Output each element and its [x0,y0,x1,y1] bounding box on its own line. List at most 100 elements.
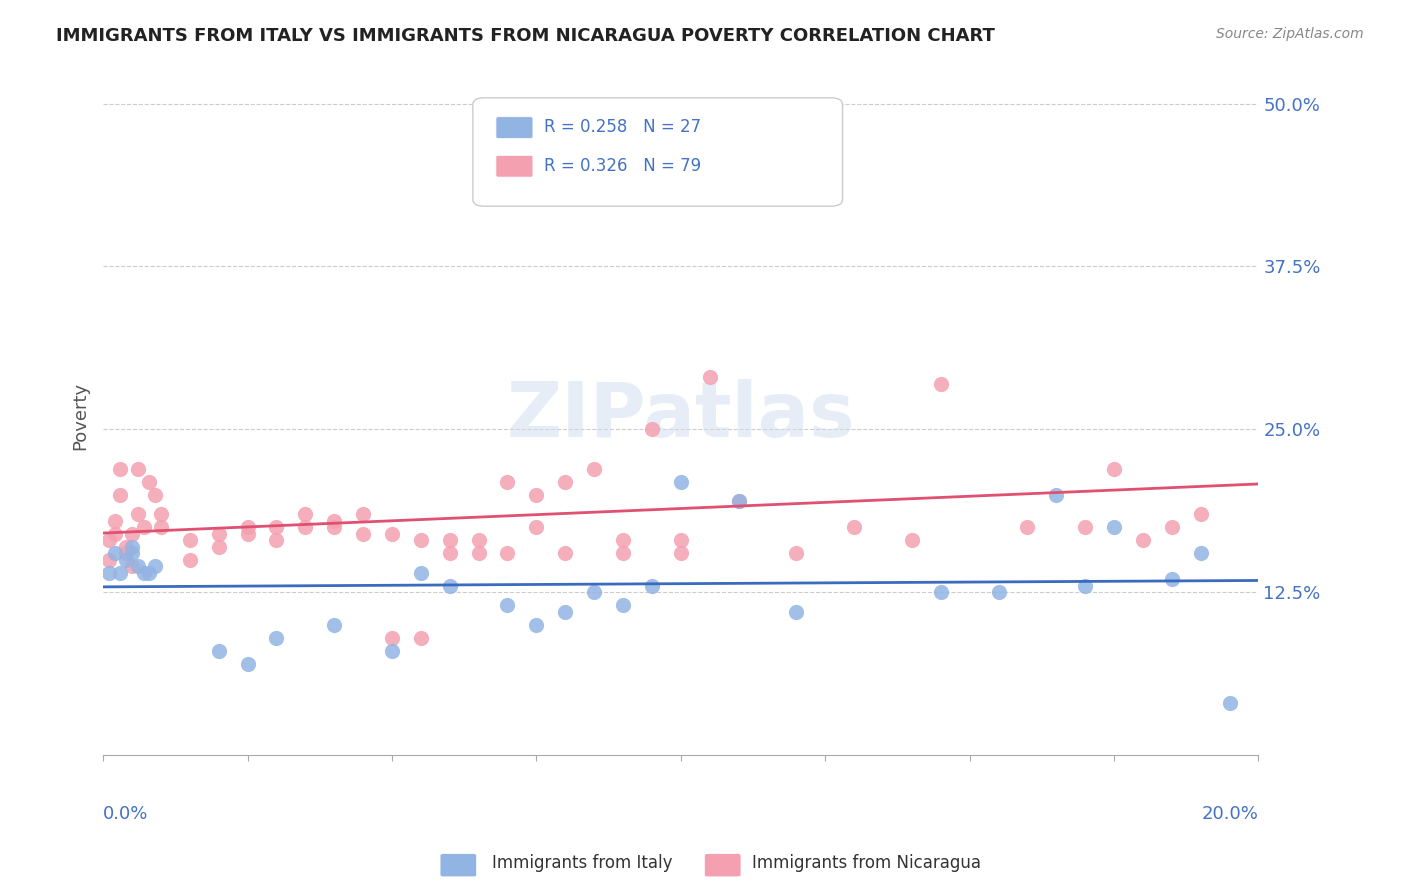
Point [409,533,432,548]
Point [352,526,374,541]
Point [208,526,231,541]
Point [699,370,721,384]
Text: R = 0.258   N = 27: R = 0.258 N = 27 [544,118,702,136]
Point [669,546,692,560]
Point [236,520,259,534]
Point [149,520,172,534]
Point [97,553,120,567]
Y-axis label: Poverty: Poverty [72,383,89,450]
Point [1132,533,1154,548]
Point [323,618,346,632]
Point [121,540,143,554]
FancyBboxPatch shape [496,117,533,138]
Point [115,546,138,560]
Point [669,475,692,489]
Point [127,559,149,574]
Point [179,533,201,548]
Point [121,526,143,541]
Point [266,533,288,548]
Point [121,546,143,560]
Point [115,540,138,554]
Point [266,520,288,534]
Point [524,487,547,501]
Point [208,644,231,658]
Text: Source: ZipAtlas.com: Source: ZipAtlas.com [1216,27,1364,41]
Point [208,540,231,554]
Point [115,553,138,567]
Point [439,579,461,593]
Point [352,507,374,521]
Point [138,475,160,489]
Point [901,533,924,548]
Point [583,461,606,475]
Point [110,487,132,501]
Point [554,605,576,619]
Point [121,559,143,574]
Point [554,546,576,560]
Point [612,599,634,613]
Point [1160,572,1182,586]
Point [439,546,461,560]
Point [1160,520,1182,534]
Point [1017,520,1039,534]
Text: Immigrants from Italy: Immigrants from Italy [492,855,672,872]
Point [1074,579,1097,593]
Point [929,376,952,391]
Point [1189,507,1212,521]
Point [785,605,807,619]
Point [524,618,547,632]
Point [583,585,606,599]
Point [294,507,316,521]
Point [612,533,634,548]
Point [1102,520,1125,534]
Point [409,631,432,645]
Point [294,520,316,534]
Point [381,526,404,541]
Point [104,546,127,560]
Text: R = 0.326   N = 79: R = 0.326 N = 79 [544,157,702,175]
Point [132,520,155,534]
Point [641,579,664,593]
Point [641,422,664,436]
FancyBboxPatch shape [496,155,533,178]
Point [104,514,127,528]
Point [467,546,489,560]
Point [1074,520,1097,534]
Point [236,657,259,671]
Point [785,546,807,560]
FancyBboxPatch shape [472,98,842,206]
Point [496,475,519,489]
Point [439,533,461,548]
Point [127,507,149,521]
Point [669,533,692,548]
Point [409,566,432,580]
Point [381,631,404,645]
Text: Immigrants from Nicaragua: Immigrants from Nicaragua [752,855,981,872]
Point [143,559,166,574]
Point [929,585,952,599]
Point [179,553,201,567]
Point [110,566,132,580]
Point [104,526,127,541]
Point [554,475,576,489]
Point [1045,487,1067,501]
Point [127,461,149,475]
Point [1219,696,1241,710]
Point [496,546,519,560]
Point [266,631,288,645]
Point [1102,461,1125,475]
Point [496,599,519,613]
Point [756,161,779,176]
Text: 20.0%: 20.0% [1202,805,1258,822]
Point [143,487,166,501]
Point [1189,546,1212,560]
Point [381,644,404,658]
Point [149,507,172,521]
Point [97,533,120,548]
Point [987,585,1010,599]
Point [236,526,259,541]
Point [842,520,865,534]
Point [110,461,132,475]
Text: IMMIGRANTS FROM ITALY VS IMMIGRANTS FROM NICARAGUA POVERTY CORRELATION CHART: IMMIGRANTS FROM ITALY VS IMMIGRANTS FROM… [56,27,995,45]
Text: 0.0%: 0.0% [103,805,149,822]
